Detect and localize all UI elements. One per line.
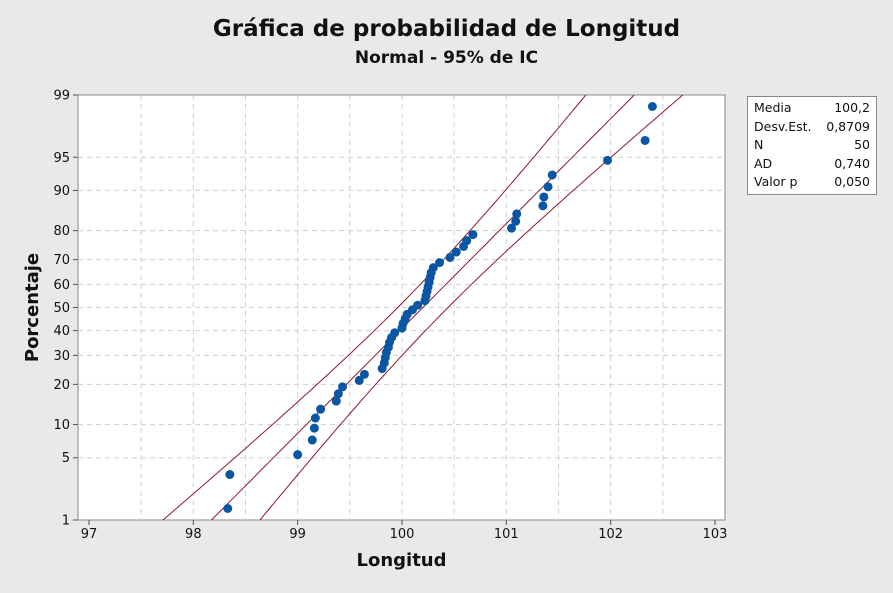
data-point	[647, 102, 657, 112]
data-point	[390, 328, 400, 338]
data-point	[293, 450, 303, 460]
data-point	[307, 435, 317, 445]
data-point	[603, 155, 613, 165]
data-point	[225, 470, 235, 480]
y-tick-label: 30	[53, 349, 70, 364]
data-point	[547, 170, 557, 180]
legend-row-stdev: Desv.Est. 0,8709	[748, 118, 876, 137]
data-point	[543, 182, 553, 192]
data-point	[539, 192, 549, 202]
data-point	[462, 236, 472, 246]
data-point	[640, 135, 650, 145]
legend-value: 100,2	[834, 100, 870, 115]
y-tick-label: 99	[53, 89, 70, 104]
y-tick-label: 80	[53, 224, 70, 239]
x-tick-label: 98	[185, 527, 202, 542]
y-tick-label: 50	[53, 301, 70, 316]
x-tick-label: 99	[289, 527, 306, 542]
data-point	[310, 413, 320, 423]
legend-label: N	[754, 137, 764, 152]
legend-row-n: N 50	[748, 136, 876, 155]
data-point	[538, 201, 548, 211]
y-tick-label: 95	[53, 151, 70, 166]
y-tick-label: 40	[53, 324, 70, 339]
legend-label: Desv.Est.	[754, 118, 812, 134]
data-point	[451, 247, 461, 257]
legend-label: Valor p	[754, 174, 798, 189]
fitted-line	[210, 95, 635, 520]
data-point	[435, 258, 445, 268]
legend-value: 50	[854, 137, 870, 152]
y-tick-label: 20	[53, 378, 70, 393]
y-tick-label: 90	[53, 184, 70, 199]
legend-row-pvalue: Valor p 0,050	[748, 173, 876, 192]
y-tick-label: 70	[53, 253, 70, 268]
legend-row-ad: AD 0,740	[748, 155, 876, 174]
x-axis-label: Longitud	[356, 550, 446, 571]
legend-value: 0,740	[834, 155, 870, 171]
y-tick-label: 5	[62, 451, 70, 466]
x-tick-label: 100	[390, 527, 415, 542]
x-tick-label: 101	[494, 527, 519, 542]
x-tick-label: 102	[598, 527, 623, 542]
x-tick-label: 97	[81, 527, 98, 542]
data-point	[309, 423, 319, 433]
data-point	[507, 223, 517, 233]
data-point	[333, 389, 343, 399]
ci-upper-band	[162, 95, 587, 520]
legend-label: AD	[754, 155, 773, 171]
legend-value: 0,050	[834, 174, 870, 189]
y-tick-label: 10	[53, 418, 70, 433]
data-point	[413, 300, 423, 310]
chart-subtitle: Normal - 95% de IC	[354, 48, 539, 68]
x-tick-label: 103	[703, 527, 728, 542]
chart-title: Gráfica de probabilidad de Longitud	[212, 16, 681, 42]
data-point	[338, 382, 348, 392]
legend-label: Media	[754, 100, 792, 115]
data-point	[316, 404, 326, 414]
data-point	[354, 375, 364, 385]
data-point	[445, 252, 455, 262]
data-point	[223, 503, 233, 513]
legend-value: 0,8709	[826, 118, 870, 134]
data-point	[511, 216, 521, 226]
data-point	[468, 230, 478, 240]
legend-row-mean: Media 100,2	[748, 99, 876, 118]
y-axis-label: Porcentaje	[22, 253, 43, 362]
legend-box: Media 100,2 Desv.Est. 0,8709 N 50 AD 0,740 V…	[747, 96, 877, 195]
data-point	[331, 396, 341, 406]
data-point	[428, 263, 438, 273]
data-point	[359, 369, 369, 379]
y-tick-label: 60	[53, 278, 70, 293]
y-tick-label: 1	[62, 514, 70, 529]
data-point	[512, 209, 522, 219]
ci-lower-band	[259, 95, 684, 520]
